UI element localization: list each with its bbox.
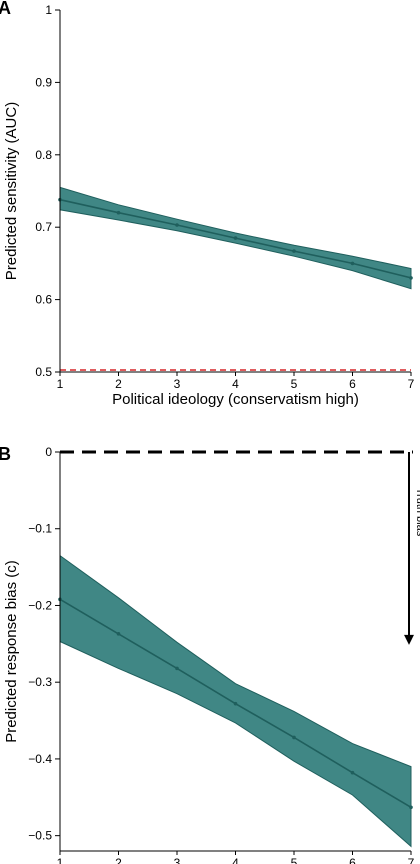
x-tick-label: 5 xyxy=(291,377,298,391)
y-tick-label: 0.8 xyxy=(35,148,52,162)
x-tick-label: 5 xyxy=(291,856,298,864)
x-tick-label: 4 xyxy=(232,856,239,864)
y-tick-label: 0 xyxy=(45,445,52,459)
y-tick-label: 0.6 xyxy=(35,293,52,307)
x-tick-label: 6 xyxy=(349,856,356,864)
panel-b: 0−0.1−0.2−0.3−0.4−0.51234567Political id… xyxy=(3,445,420,864)
truth-bias-label: Truth bias xyxy=(414,488,420,537)
x-tick-label: 7 xyxy=(408,856,415,864)
y-tick-label: −0.4 xyxy=(28,752,52,766)
data-point xyxy=(175,223,179,227)
x-tick-label: 2 xyxy=(115,856,122,864)
y-tick-label: 0.5 xyxy=(35,365,52,379)
data-point xyxy=(292,735,296,740)
confidence-band xyxy=(59,554,412,848)
x-tick-label: 4 xyxy=(232,377,239,391)
data-point xyxy=(233,236,238,240)
y-tick-label: 1 xyxy=(45,3,52,17)
data-point xyxy=(350,770,355,775)
data-point xyxy=(233,701,238,706)
x-tick-label: 3 xyxy=(174,856,181,864)
y-tick-label: 0.9 xyxy=(35,75,52,89)
y-tick-label: −0.3 xyxy=(28,675,52,689)
x-tick-label: 7 xyxy=(408,377,415,391)
data-point xyxy=(409,805,413,810)
y-tick-label: −0.1 xyxy=(28,522,52,536)
y-tick-label: −0.2 xyxy=(28,598,52,612)
data-point xyxy=(116,632,121,636)
data-point xyxy=(292,249,296,253)
y-axis-title: Predicted sensitivity (AUC) xyxy=(3,102,20,280)
x-tick-label: 1 xyxy=(57,377,64,391)
x-tick-label: 3 xyxy=(174,377,181,391)
panel-b-letter: B xyxy=(0,444,11,464)
x-tick-label: 6 xyxy=(349,377,356,391)
data-point xyxy=(409,276,413,280)
data-point xyxy=(116,210,121,215)
x-axis-title: Political ideology (conservatism high) xyxy=(112,391,359,408)
data-point xyxy=(175,666,179,671)
panel-a-letter: A xyxy=(0,0,11,18)
data-point xyxy=(350,261,355,266)
x-tick-label: 1 xyxy=(57,856,64,864)
y-tick-label: 0.7 xyxy=(35,220,52,234)
truth-bias-arrowhead xyxy=(404,634,414,645)
y-tick-label: −0.5 xyxy=(28,829,52,843)
y-axis-title: Predicted response bias (c) xyxy=(3,560,20,743)
x-tick-label: 2 xyxy=(115,377,122,391)
panel-a: 0.5 0.6 0.7 0.8 0.9 1 1 2 3 4 5 6 7 Political ideolog… xyxy=(3,3,415,408)
